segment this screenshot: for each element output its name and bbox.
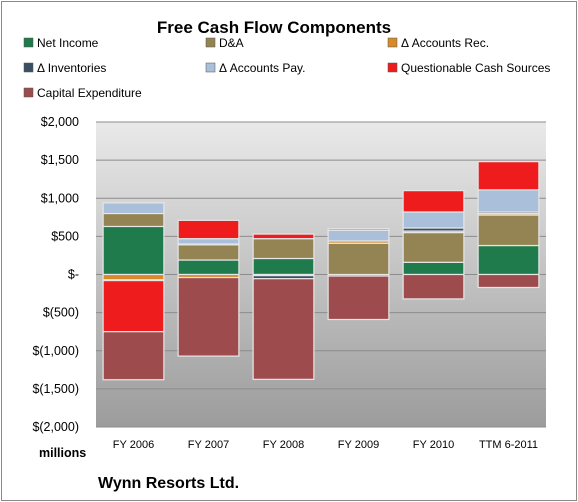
x-tick-label: FY 2007 [188, 439, 229, 451]
y-tick-label: $(1,500) [32, 382, 79, 396]
x-tick-label: FY 2006 [113, 439, 154, 451]
legend-entry: D&A [219, 36, 244, 50]
bar-segment [327, 229, 390, 242]
bar-segment [102, 273, 165, 281]
legend-swatch [23, 37, 34, 48]
legend-swatch [23, 87, 34, 98]
y-tick-label: $1,500 [41, 153, 79, 167]
y-tick-label: $500 [51, 229, 79, 243]
gridlines [96, 121, 546, 428]
legend-entry: Net Income [37, 36, 99, 50]
bar-segment [402, 231, 465, 263]
bar-segment [402, 211, 465, 229]
bar-segment [177, 276, 240, 357]
bar-segment [477, 244, 540, 276]
y-tick-label: $(2,000) [32, 420, 79, 434]
bar-segment [252, 257, 315, 276]
bar-segment [402, 273, 465, 300]
legend-swatch [387, 62, 398, 73]
bar-segment [327, 228, 390, 231]
bar-segment [252, 238, 315, 260]
bar-segment [177, 219, 240, 240]
legend-entry: Capital Expenditure [37, 86, 142, 100]
y-tick-label: $2,000 [41, 115, 79, 129]
x-tick-label: FY 2010 [413, 439, 454, 451]
legend-swatch [205, 62, 216, 73]
bar-segment [252, 278, 315, 380]
bar-segment [402, 261, 465, 276]
bar-segment [177, 259, 240, 276]
bar-segment [477, 189, 540, 213]
bar-segment [177, 238, 240, 245]
x-axis-ticks: FY 2006 FY 2007 FY 2008 FY 2009 FY 2010 TTM 6… [113, 439, 538, 451]
bar-segment [477, 273, 540, 289]
legend-entry: Δ Accounts Pay. [219, 61, 306, 75]
bar-segment [327, 275, 390, 321]
bar-segment [327, 242, 390, 276]
bar-segment [252, 233, 315, 240]
bar-segment [102, 225, 165, 276]
bar-segment [177, 244, 240, 261]
bar-segment [477, 214, 540, 247]
legend-swatch [205, 37, 216, 48]
legend-entry: Δ Accounts Rec. [401, 36, 489, 50]
bar-segment [402, 190, 465, 213]
y-tick-label: $(500) [43, 306, 79, 320]
x-tick-label: TTM 6-2011 [479, 439, 538, 451]
legend: Net Income D&A Δ Accounts Rec. Δ Inventorie… [23, 36, 550, 100]
bar-segment [477, 161, 540, 191]
bar-segment [102, 212, 165, 228]
legend-swatch [387, 37, 398, 48]
y-tick-label: $1,000 [41, 191, 79, 205]
y-tick-label: $(1,000) [32, 344, 79, 358]
company-name: Wynn Resorts Ltd. [98, 475, 239, 492]
legend-entry: Questionable Cash Sources [401, 61, 550, 75]
bars [102, 161, 540, 381]
bar-segment [102, 331, 165, 381]
units-label: millions [39, 446, 86, 460]
y-axis-ticks: $2,000 $1,500 $1,000 $500 $- $(500) $(1,000) $(… [32, 115, 79, 434]
bar-segment [102, 202, 165, 215]
legend-swatch [23, 62, 34, 73]
bar-segment [102, 280, 165, 333]
x-tick-label: FY 2008 [263, 439, 304, 451]
y-tick-label: $- [68, 268, 79, 282]
x-tick-label: FY 2009 [338, 439, 379, 451]
legend-entry: Δ Inventories [37, 61, 106, 75]
chart-title: Free Cash Flow Components [157, 18, 391, 37]
